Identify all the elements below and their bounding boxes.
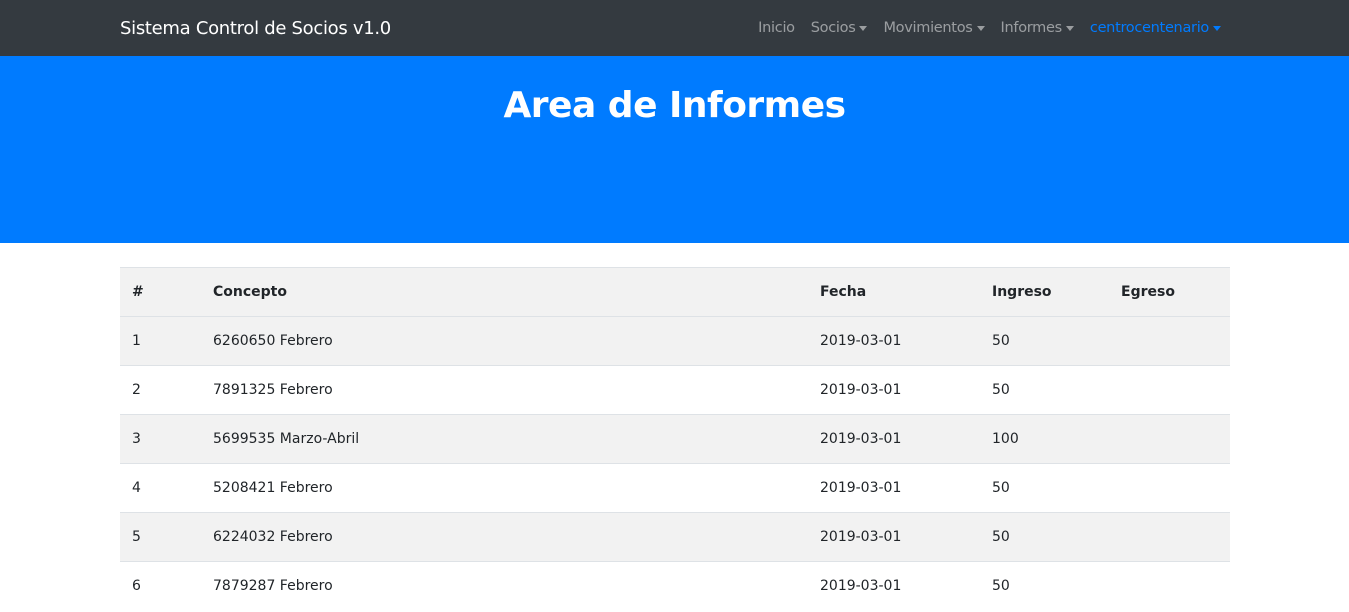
table-cell: 4 <box>120 463 201 513</box>
nav-movimientos[interactable]: Movimientos <box>875 20 992 36</box>
table-cell: 2 <box>120 365 201 415</box>
table-row: 4 5208421 Febrero 2019-03-01 50 <box>120 463 1230 513</box>
caret-down-icon <box>1213 25 1221 31</box>
brand[interactable]: Sistema Control de Socios v1.0 <box>120 17 391 39</box>
column-header: Fecha <box>808 267 980 317</box>
table-cell: 50 <box>980 512 1109 562</box>
nav-informes[interactable]: Informes <box>993 20 1082 36</box>
table-cell: 6224032 Febrero <box>201 512 808 562</box>
caret-down-icon <box>859 25 868 31</box>
table-cell: 50 <box>980 365 1109 415</box>
column-header: Egreso <box>1109 267 1230 317</box>
navbar: Sistema Control de Socios v1.0 Inicio So… <box>0 0 1349 56</box>
table-cell: 50 <box>980 463 1109 513</box>
column-header: # <box>120 267 201 317</box>
caret-down-icon <box>976 25 985 31</box>
table-row: 5 6224032 Febrero 2019-03-01 50 <box>120 512 1230 562</box>
table-cell: 2019-03-01 <box>808 463 980 513</box>
nav-label: centrocentenario <box>1089 20 1209 36</box>
nav-user[interactable]: centrocentenario <box>1082 20 1229 36</box>
report-table: # Concepto Fecha Ingreso Egreso 1 6260650 Feb… <box>120 267 1230 611</box>
hero: Area de Informes <box>0 56 1349 243</box>
table-row: 6 7879287 Febrero 2019-03-01 50 <box>120 561 1230 611</box>
table-cell <box>1109 316 1230 366</box>
table-cell <box>1109 512 1230 562</box>
table-cell <box>1109 414 1230 464</box>
nav-label: Movimientos <box>883 20 973 36</box>
nav-label: Socios <box>810 20 856 36</box>
table-cell: 7891325 Febrero <box>201 365 808 415</box>
table-cell: 6 <box>120 561 201 611</box>
table-cell <box>1109 463 1230 513</box>
table-cell <box>1109 365 1230 415</box>
page-title: Area de Informes <box>503 85 846 126</box>
column-header: Ingreso <box>980 267 1109 317</box>
table-cell <box>1109 561 1230 611</box>
table-cell: 2019-03-01 <box>808 365 980 415</box>
table-row: 1 6260650 Febrero 2019-03-01 50 <box>120 316 1230 366</box>
column-header: Concepto <box>201 267 808 317</box>
nav-socios[interactable]: Socios <box>803 20 876 36</box>
caret-down-icon <box>1065 25 1074 31</box>
table-row: 2 7891325 Febrero 2019-03-01 50 <box>120 365 1230 415</box>
table-cell: 5 <box>120 512 201 562</box>
table-cell: 5699535 Marzo-Abril <box>201 414 808 464</box>
table-row: 3 5699535 Marzo-Abril 2019-03-01 100 <box>120 414 1230 464</box>
table-cell: 2019-03-01 <box>808 561 980 611</box>
table-cell: 1 <box>120 316 201 366</box>
table-cell: 3 <box>120 414 201 464</box>
table-cell: 7879287 Febrero <box>201 561 808 611</box>
table-cell: 2019-03-01 <box>808 414 980 464</box>
table-cell: 50 <box>980 561 1109 611</box>
table-cell: 6260650 Febrero <box>201 316 808 366</box>
table-cell: 2019-03-01 <box>808 512 980 562</box>
table-header-row: # Concepto Fecha Ingreso Egreso <box>120 267 1230 317</box>
nav-menu: Inicio Socios Movimientos Informes centr… <box>750 20 1229 36</box>
nav-label: Inicio <box>758 20 795 36</box>
table-cell: 50 <box>980 316 1109 366</box>
table-cell: 2019-03-01 <box>808 316 980 366</box>
nav-inicio[interactable]: Inicio <box>750 20 803 36</box>
table-cell: 100 <box>980 414 1109 464</box>
nav-label: Informes <box>1000 20 1063 36</box>
table-cell: 5208421 Febrero <box>201 463 808 513</box>
